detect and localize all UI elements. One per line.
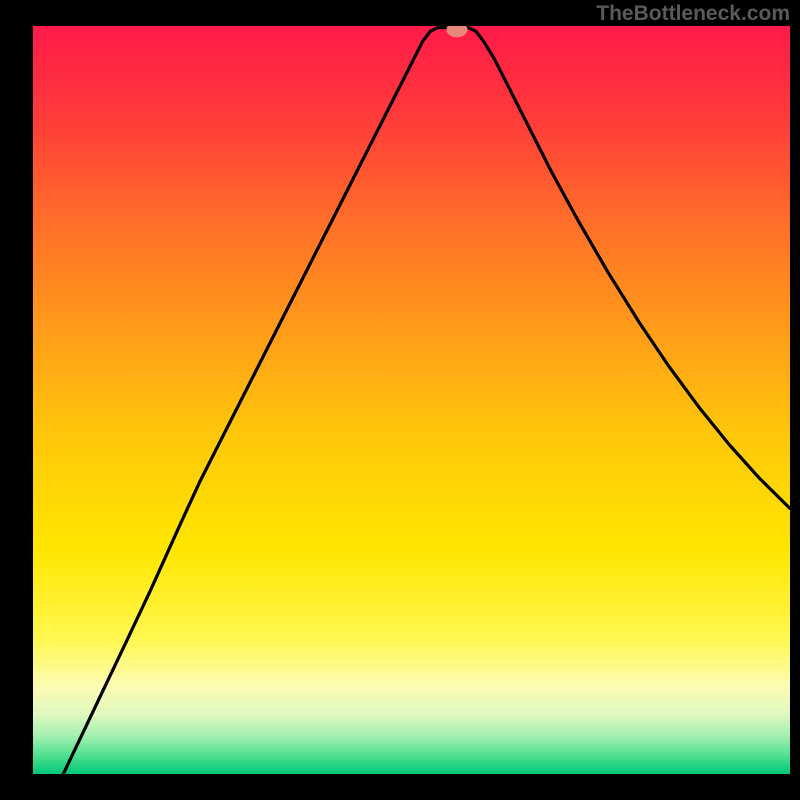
frame: [0, 774, 800, 800]
chart-container: TheBottleneck.com: [0, 0, 800, 800]
plot-background: [33, 26, 790, 774]
bottleneck-chart: [0, 0, 800, 800]
frame: [0, 0, 33, 800]
watermark-label: TheBottleneck.com: [596, 2, 790, 26]
frame: [790, 0, 800, 800]
